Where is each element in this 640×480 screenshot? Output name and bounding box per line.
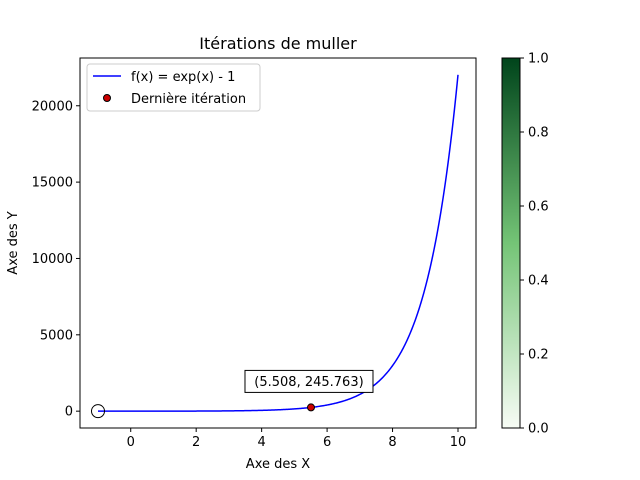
colorbar-tick-label: 1.0 (528, 52, 549, 67)
colorbar-gradient (501, 57, 521, 429)
colorbar-tick-label: 0.0 (528, 422, 549, 437)
y-tick-label: 20000 (32, 99, 73, 114)
annotation-box (244, 369, 374, 393)
chart-title: Itérations de muller (199, 34, 357, 53)
y-axis-label: Axe des Y (6, 211, 21, 274)
x-tick-label: 0 (127, 435, 135, 450)
x-tick-label: 2 (192, 435, 200, 450)
colorbar-ticks: 0.0 0.2 0.4 0.6 0.8 1.0 (520, 52, 549, 437)
last-iteration-point (306, 403, 315, 412)
annotation-label: (5.508, 245.763) (254, 375, 363, 390)
series-line-exp (98, 74, 459, 412)
y-tick-label: 10000 (32, 252, 73, 267)
plot-frame (79, 57, 477, 429)
colorbar: 0.0 0.2 0.4 0.6 0.8 1.0 (501, 52, 549, 437)
x-axis: 0 2 4 6 8 10 (127, 428, 467, 450)
y-axis: 0 5000 10000 15000 20000 (32, 99, 80, 420)
colorbar-tick-label: 0.6 (528, 200, 549, 215)
x-tick-label: 8 (388, 435, 396, 450)
y-tick-label: 0 (65, 405, 73, 420)
y-tick-label: 15000 (32, 176, 73, 191)
start-point-marker (91, 404, 105, 419)
colorbar-tick-label: 0.8 (528, 126, 549, 141)
y-tick-label: 5000 (40, 328, 73, 343)
colorbar-tick-label: 0.2 (528, 348, 549, 363)
x-tick-label: 4 (257, 435, 265, 450)
legend-point-swatch (103, 94, 111, 102)
x-axis-label: Axe des X (246, 457, 310, 472)
legend-entry-point: Dernière itération (131, 92, 246, 107)
x-tick-label: 10 (450, 435, 467, 450)
legend-entry-series: f(x) = exp(x) - 1 (131, 70, 235, 85)
x-tick-label: 6 (323, 435, 331, 450)
plot-area (91, 74, 459, 419)
legend: f(x) = exp(x) - 1 Dernière itération (86, 63, 261, 112)
legend-box (86, 63, 261, 112)
colorbar-tick-label: 0.4 (528, 274, 549, 289)
